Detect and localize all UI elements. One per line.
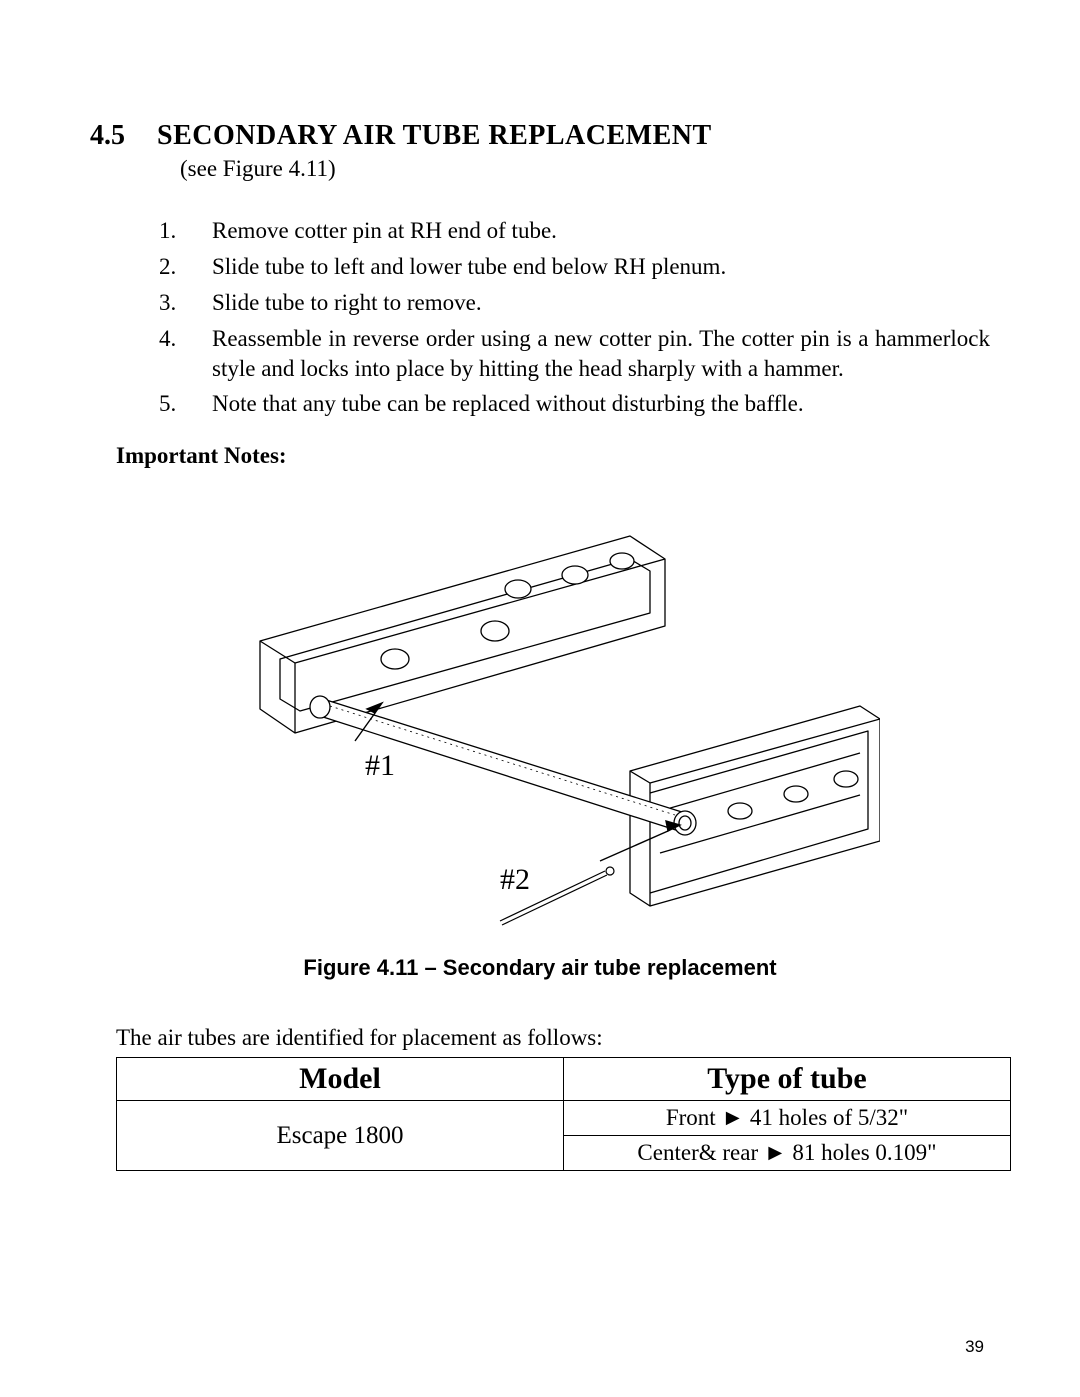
diagram-label-2: #2 — [500, 863, 530, 896]
figure-diagram: #1 #2 — [90, 481, 990, 941]
air-tube-diagram-icon: #1 #2 — [200, 481, 880, 941]
tube-table: Model Type of tube Escape 1800 Front ► 4… — [116, 1057, 1011, 1171]
step-item: Slide tube to left and lower tube end be… — [182, 252, 990, 282]
figure-caption: Figure 4.11 – Secondary air tube replace… — [90, 955, 990, 981]
page: 4.5 SECONDARY AIR TUBE REPLACEMENT (see … — [0, 0, 1080, 1397]
page-number: 39 — [965, 1337, 984, 1357]
section-number: 4.5 — [90, 120, 125, 152]
section-heading: 4.5 SECONDARY AIR TUBE REPLACEMENT — [90, 120, 990, 152]
step-item: Reassemble in reverse order using a new … — [182, 324, 990, 384]
important-notes-label: Important Notes: — [116, 443, 990, 469]
step-item: Remove cotter pin at RH end of tube. — [182, 216, 990, 246]
step-item: Note that any tube can be replaced witho… — [182, 389, 990, 419]
see-figure-ref: (see Figure 4.11) — [180, 156, 990, 182]
steps-list: Remove cotter pin at RH end of tube. Sli… — [90, 216, 990, 419]
table-cell-type-front: Front ► 41 holes of 5/32" — [564, 1101, 1011, 1136]
table-header-type: Type of tube — [564, 1058, 1011, 1101]
table-intro-text: The air tubes are identified for placeme… — [116, 1025, 990, 1051]
table-cell-type-centerrear: Center& rear ► 81 holes 0.109" — [564, 1136, 1011, 1171]
section-title: SECONDARY AIR TUBE REPLACEMENT — [157, 120, 712, 152]
table-cell-model: Escape 1800 — [117, 1101, 564, 1171]
table-header-model: Model — [117, 1058, 564, 1101]
step-item: Slide tube to right to remove. — [182, 288, 990, 318]
diagram-label-1: #1 — [365, 749, 395, 782]
